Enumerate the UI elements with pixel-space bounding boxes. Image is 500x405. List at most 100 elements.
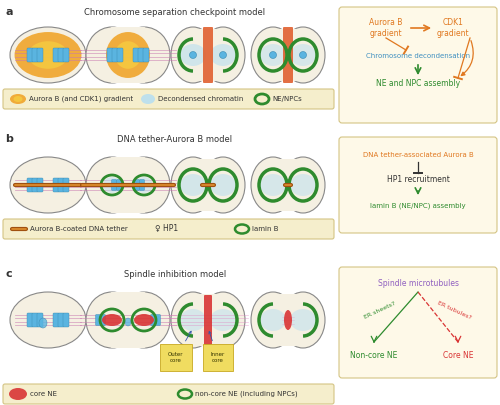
Text: lamin B: lamin B [252, 226, 278, 232]
Ellipse shape [270, 51, 276, 58]
FancyBboxPatch shape [58, 178, 64, 192]
Text: HP1 recruitment: HP1 recruitment [386, 175, 450, 185]
FancyBboxPatch shape [27, 313, 33, 327]
FancyBboxPatch shape [100, 315, 105, 326]
Ellipse shape [210, 44, 236, 66]
FancyBboxPatch shape [192, 294, 224, 346]
Ellipse shape [14, 32, 82, 78]
Ellipse shape [171, 157, 215, 213]
FancyBboxPatch shape [283, 27, 293, 83]
FancyBboxPatch shape [110, 292, 146, 348]
FancyBboxPatch shape [27, 48, 33, 62]
FancyBboxPatch shape [32, 178, 38, 192]
FancyBboxPatch shape [134, 179, 140, 190]
Ellipse shape [118, 292, 170, 348]
FancyBboxPatch shape [107, 48, 113, 62]
Ellipse shape [39, 318, 47, 328]
Text: ER tubules?: ER tubules? [436, 300, 472, 320]
Ellipse shape [201, 292, 245, 348]
Ellipse shape [251, 27, 295, 83]
FancyBboxPatch shape [112, 48, 118, 62]
Text: a: a [5, 7, 12, 17]
Ellipse shape [141, 94, 155, 104]
Text: Chromosome separation checkpoint model: Chromosome separation checkpoint model [84, 8, 266, 17]
Ellipse shape [134, 314, 154, 326]
FancyBboxPatch shape [133, 48, 139, 62]
Text: c: c [5, 269, 12, 279]
Ellipse shape [125, 318, 131, 326]
Ellipse shape [251, 292, 295, 348]
FancyBboxPatch shape [110, 27, 146, 83]
Ellipse shape [115, 41, 141, 69]
Ellipse shape [290, 309, 316, 331]
Text: Chromosome decondensation: Chromosome decondensation [366, 53, 470, 59]
FancyBboxPatch shape [37, 178, 43, 192]
Ellipse shape [290, 174, 316, 196]
Ellipse shape [290, 44, 316, 66]
Ellipse shape [201, 157, 245, 213]
Ellipse shape [281, 292, 325, 348]
Ellipse shape [201, 27, 245, 83]
Ellipse shape [102, 314, 122, 326]
FancyBboxPatch shape [32, 313, 38, 327]
FancyBboxPatch shape [339, 137, 497, 233]
Ellipse shape [10, 27, 86, 83]
Text: ♀ HP1: ♀ HP1 [155, 224, 178, 234]
FancyBboxPatch shape [53, 313, 59, 327]
FancyBboxPatch shape [53, 48, 59, 62]
FancyBboxPatch shape [272, 29, 304, 81]
Text: Core NE: Core NE [443, 350, 473, 360]
Ellipse shape [284, 310, 292, 330]
Ellipse shape [86, 27, 138, 83]
Text: Inner
core: Inner core [209, 332, 225, 363]
FancyBboxPatch shape [116, 179, 121, 190]
Ellipse shape [10, 292, 86, 348]
FancyBboxPatch shape [37, 313, 43, 327]
Text: Outer
core: Outer core [168, 331, 191, 363]
Text: core NE: core NE [30, 391, 57, 397]
Ellipse shape [210, 174, 236, 196]
Text: ER sheets?: ER sheets? [364, 301, 396, 320]
Text: DNA tether-Aurora B model: DNA tether-Aurora B model [118, 135, 232, 144]
FancyBboxPatch shape [112, 179, 116, 190]
FancyBboxPatch shape [96, 315, 100, 326]
Text: Decondensed chromatin: Decondensed chromatin [158, 96, 244, 102]
Text: CDK1
gradient: CDK1 gradient [436, 18, 470, 38]
Ellipse shape [86, 157, 138, 213]
Ellipse shape [220, 51, 226, 58]
FancyBboxPatch shape [204, 295, 212, 345]
FancyBboxPatch shape [117, 48, 123, 62]
FancyBboxPatch shape [272, 159, 304, 211]
FancyBboxPatch shape [203, 27, 213, 83]
Ellipse shape [118, 157, 170, 213]
FancyBboxPatch shape [339, 267, 497, 378]
Text: Aurora B
gradient: Aurora B gradient [370, 18, 402, 38]
Text: non-core NE (including NPCs): non-core NE (including NPCs) [195, 391, 298, 397]
Ellipse shape [260, 309, 286, 331]
FancyBboxPatch shape [156, 315, 160, 326]
FancyBboxPatch shape [3, 384, 334, 404]
FancyBboxPatch shape [58, 48, 64, 62]
Ellipse shape [103, 177, 121, 193]
Ellipse shape [260, 44, 286, 66]
Text: Aurora B-coated DNA tether: Aurora B-coated DNA tether [30, 226, 128, 232]
Ellipse shape [28, 41, 68, 69]
Ellipse shape [9, 388, 27, 400]
Ellipse shape [281, 27, 325, 83]
Ellipse shape [300, 51, 306, 58]
Ellipse shape [106, 32, 150, 78]
Ellipse shape [180, 174, 206, 196]
Ellipse shape [171, 27, 215, 83]
FancyBboxPatch shape [3, 89, 334, 109]
FancyBboxPatch shape [3, 219, 334, 239]
Ellipse shape [10, 157, 86, 213]
Text: NE and NPC assembly: NE and NPC assembly [376, 79, 460, 89]
Ellipse shape [118, 27, 170, 83]
Text: DNA tether-associated Aurora B: DNA tether-associated Aurora B [362, 152, 474, 158]
FancyBboxPatch shape [63, 313, 69, 327]
FancyBboxPatch shape [339, 7, 497, 123]
Ellipse shape [10, 94, 26, 104]
FancyBboxPatch shape [32, 48, 38, 62]
FancyBboxPatch shape [110, 157, 146, 213]
Text: Spindle inhibition model: Spindle inhibition model [124, 270, 226, 279]
